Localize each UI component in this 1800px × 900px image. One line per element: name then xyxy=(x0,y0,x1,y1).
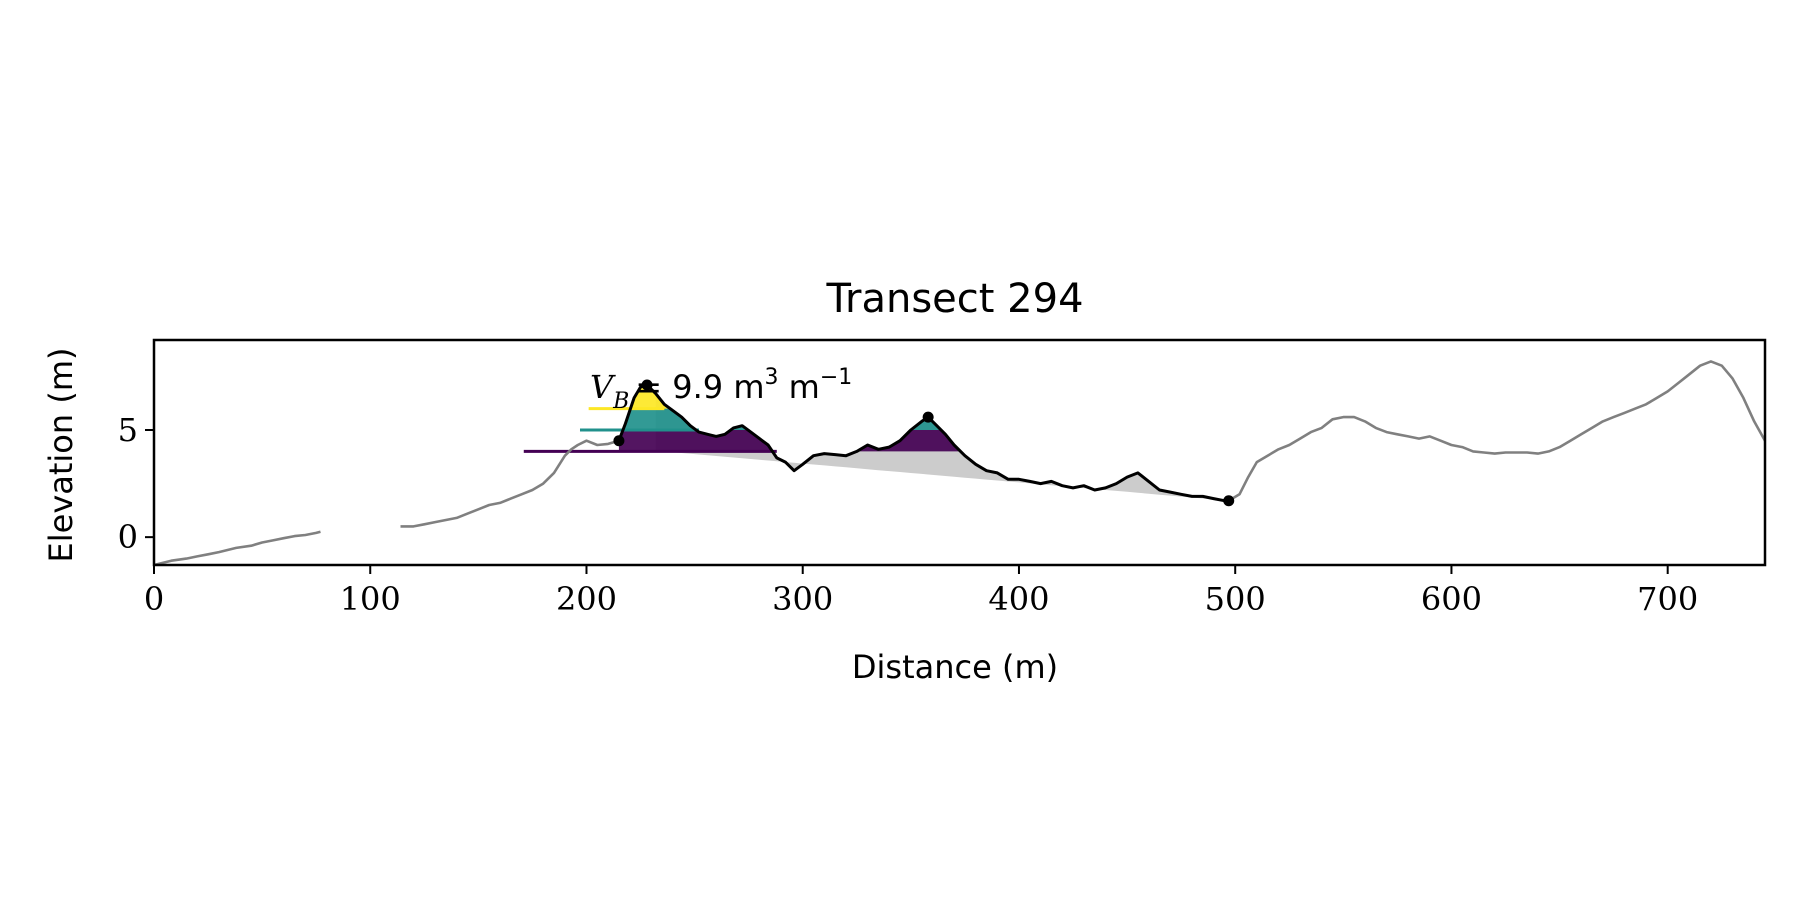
plot-frame xyxy=(152,338,1767,567)
x-tick-label: 400 xyxy=(988,580,1049,618)
annotation-unit-sup2: −1 xyxy=(820,365,852,390)
chart-title: Transect 294 xyxy=(825,276,1083,322)
level_low-fill xyxy=(618,430,1229,452)
secondary-crest-marker xyxy=(922,411,934,423)
annotation-subscript: B xyxy=(612,389,629,414)
x-tick-label: 0 xyxy=(144,580,164,618)
x-tick-label: 200 xyxy=(556,580,617,618)
annotation-symbol: V xyxy=(590,368,616,406)
x-tick-label: 100 xyxy=(340,580,401,618)
level_mid-fill xyxy=(618,408,1229,430)
volume-annotation: VB = 9.9 m3 m−1 xyxy=(590,365,852,414)
dune-profile-line xyxy=(617,383,1229,503)
y-axis: 05 xyxy=(118,411,154,556)
annotation-unit-sup1: 3 xyxy=(765,365,779,390)
toe-marker xyxy=(613,435,625,447)
x-axis: 0 100 200 300 400 500 600 700 xyxy=(144,565,1698,618)
x-axis-label: Distance (m) xyxy=(852,648,1058,686)
x-tick-label: 600 xyxy=(1421,580,1482,618)
plot-area xyxy=(153,360,1767,567)
profile-line-1 xyxy=(153,530,321,567)
x-tick-label: 300 xyxy=(772,580,833,618)
y-tick-label: 0 xyxy=(118,518,138,556)
y-axis-label: Elevation (m) xyxy=(42,348,80,563)
x-tick-label: 700 xyxy=(1637,580,1698,618)
annotation-value: = 9.9 m xyxy=(635,368,764,406)
y-tick-label: 5 xyxy=(118,411,138,449)
crest-marker xyxy=(641,379,653,391)
profile-line-3 xyxy=(1228,360,1767,502)
x-tick-label: 500 xyxy=(1205,580,1266,618)
heel-marker xyxy=(1223,495,1235,507)
annotation-unit-mid: m xyxy=(779,368,820,406)
profile-line-2 xyxy=(400,439,620,528)
